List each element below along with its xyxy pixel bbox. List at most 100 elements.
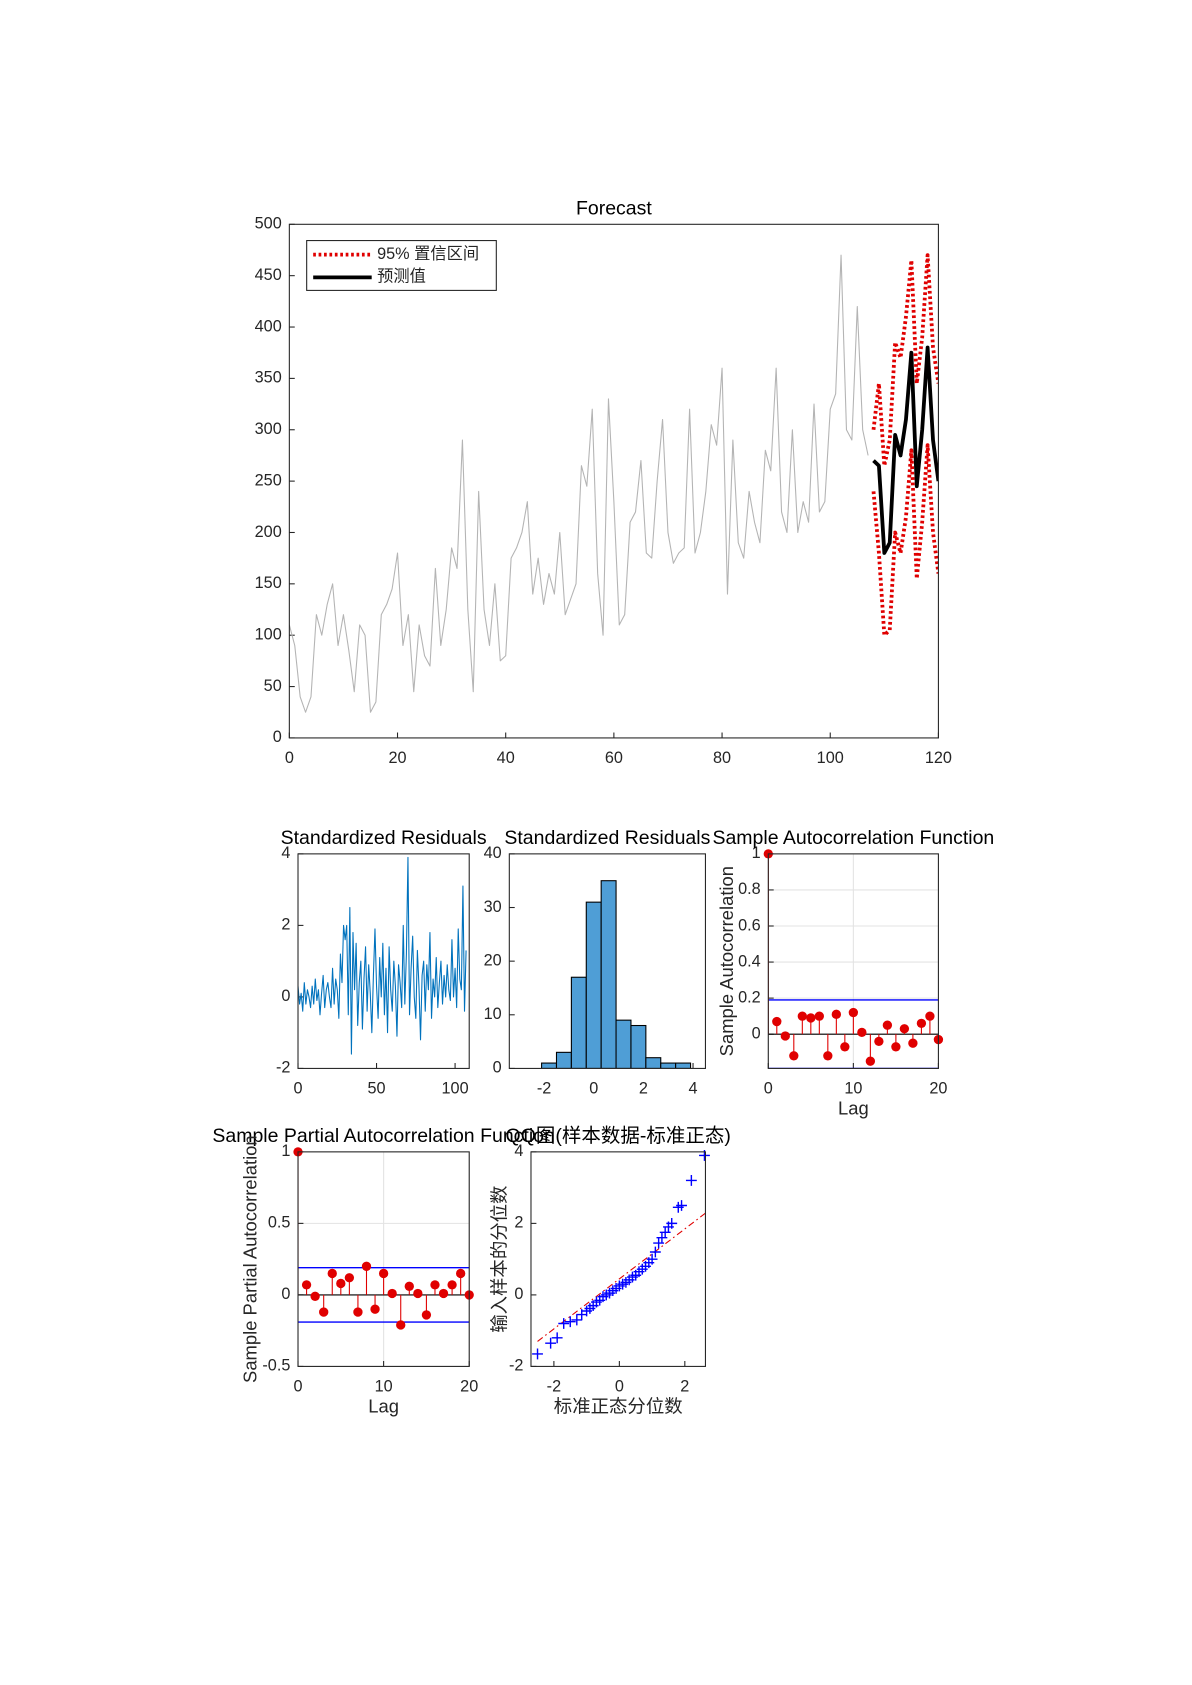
axes-box [767, 853, 939, 1069]
x-axis-label: 标准正态分位数 [554, 1395, 683, 1416]
y-tick-label: 0.8 [738, 880, 761, 898]
stem-marker [344, 1273, 355, 1283]
y-tick-label: 1 [281, 1142, 290, 1160]
stem-marker [780, 1031, 790, 1041]
bar [585, 901, 602, 1069]
point [564, 1316, 576, 1328]
line-series [289, 254, 869, 713]
y-tick-label: 2 [281, 916, 290, 934]
stem-marker [874, 1036, 884, 1047]
x-tick-label: 100 [442, 1079, 469, 1097]
x-tick-label: 10 [844, 1079, 862, 1097]
y-tick-label: 0 [273, 728, 282, 746]
stem-marker [797, 1011, 807, 1021]
bar [555, 1051, 572, 1069]
x-tick-label: 80 [713, 749, 731, 767]
y-tick-label: 100 [255, 626, 282, 644]
stem-marker [310, 1291, 320, 1301]
y-tick-label: 0 [281, 1285, 290, 1303]
line-series [871, 443, 939, 638]
chart-title: Sample Partial Autocorrelation Function [212, 1125, 555, 1147]
y-axis-label: 输入样本的分位数 [489, 1186, 510, 1333]
y-tick-label: 20 [484, 951, 502, 969]
y-tick-label: 4 [514, 1142, 523, 1160]
point [558, 1318, 570, 1329]
stem-marker [789, 1051, 799, 1061]
x-tick-label: -2 [547, 1377, 561, 1395]
marks [298, 1151, 470, 1325]
y-tick-label: 0 [493, 1059, 502, 1077]
y-tick-label: 2 [514, 1214, 523, 1232]
y-tick-label: 0 [514, 1285, 523, 1303]
y-tick-label: 50 [264, 677, 282, 695]
y-tick-label: 0.4 [738, 952, 761, 970]
axes-box [297, 1151, 470, 1367]
x-tick-label: 2 [680, 1377, 689, 1395]
stem-marker [899, 1024, 910, 1034]
stem-marker [908, 1038, 918, 1048]
y-tick-label: 300 [255, 420, 282, 438]
plot-area [289, 224, 939, 738]
line-series [298, 856, 467, 1055]
plot-area [530, 1151, 706, 1367]
x-axis-label: Lag [838, 1097, 869, 1118]
bar [660, 1062, 677, 1069]
y-tick-label: 250 [255, 471, 282, 489]
stem-marker [370, 1304, 380, 1314]
stem-marker [865, 1056, 876, 1066]
x-tick-label: 40 [497, 749, 515, 767]
chart-title: Sample Autocorrelation Function [712, 827, 994, 849]
line-series [871, 253, 939, 468]
point [666, 1217, 678, 1229]
legend-box [306, 240, 497, 291]
stem-marker [378, 1268, 389, 1279]
x-tick-label: 0 [293, 1377, 302, 1395]
stem-marker [319, 1307, 329, 1317]
y-tick-label: 0 [752, 1024, 761, 1042]
y-tick-label: 0.5 [268, 1214, 291, 1232]
stem-marker [882, 1020, 893, 1030]
marks [289, 253, 939, 713]
point [545, 1337, 557, 1349]
y-tick-label: -2 [276, 1059, 290, 1077]
x-tick-label: 4 [689, 1079, 698, 1097]
stem-marker [891, 1042, 901, 1052]
stem-marker [438, 1288, 449, 1299]
stem-marker [430, 1280, 440, 1290]
bar [541, 1062, 558, 1069]
x-tick-label: 20 [388, 749, 406, 767]
chart-title: Standardized Residuals [281, 827, 487, 849]
legend-label: 95% 置信区间 [377, 245, 479, 263]
axes-box [297, 853, 470, 1069]
stem-marker [848, 1007, 859, 1018]
axes-box [508, 853, 706, 1069]
x-tick-label: 0 [285, 749, 294, 767]
stem-marker [772, 1016, 782, 1027]
y-tick-label: 30 [484, 898, 502, 916]
x-tick-label: 20 [460, 1377, 478, 1395]
y-tick-label: 450 [255, 266, 282, 284]
bar [675, 1062, 692, 1069]
x-tick-label: 20 [929, 1079, 947, 1097]
stem-marker [301, 1280, 312, 1290]
stem-marker [361, 1261, 372, 1271]
point [685, 1175, 697, 1186]
marks [537, 1212, 706, 1342]
y-tick-label: -0.5 [262, 1357, 290, 1375]
y-tick-label: 150 [255, 574, 282, 592]
marks [298, 856, 467, 1055]
x-tick-label: 10 [375, 1377, 393, 1395]
axes-box [288, 223, 939, 739]
bar [645, 1057, 662, 1069]
stem-marker [404, 1281, 414, 1291]
point [532, 1348, 543, 1360]
legend-label: 预测值 [377, 268, 426, 286]
stem-marker [831, 1009, 842, 1020]
y-tick-label: 350 [255, 369, 282, 387]
x-tick-label: 0 [764, 1079, 773, 1097]
